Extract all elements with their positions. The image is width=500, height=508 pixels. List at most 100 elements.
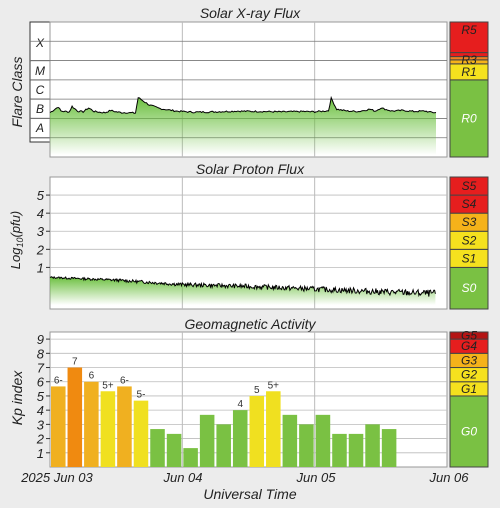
- kp-bar-0: [51, 386, 66, 467]
- kp-bar-10: [216, 424, 231, 467]
- kp-bar-13: [266, 391, 281, 467]
- kp-tick-label: 7: [37, 361, 45, 376]
- proton-ylabel: Log10(pfu): [8, 211, 25, 269]
- g0-label: G0: [461, 424, 477, 438]
- kp-plot-area: [49, 331, 448, 468]
- proton-gridlines: [50, 177, 447, 309]
- kp-tick-label: 6: [37, 375, 45, 390]
- s4-label: S4: [462, 197, 477, 211]
- proton-ylabel-unit: (pfu): [8, 211, 23, 238]
- s0-cell: [449, 266, 489, 310]
- kp-tick-label: 4: [37, 403, 44, 418]
- r-scale-label-3: R5: [461, 23, 477, 37]
- kp-title: Geomagnetic Activity: [185, 316, 317, 332]
- proton-tick-label: 3: [37, 224, 45, 239]
- proton-flux-line: [49, 275, 436, 298]
- kp-bar-12: [249, 395, 265, 467]
- kp-bar-4: [117, 386, 132, 467]
- g4-label: G4: [461, 339, 477, 353]
- proton-tick-label: 1: [37, 260, 44, 275]
- kp-bar-label-1: 7: [72, 357, 78, 368]
- kp-tick-label: 8: [37, 346, 45, 361]
- kp-bar-label-5: 5-: [137, 390, 146, 401]
- kp-bar-16: [315, 414, 331, 467]
- kp-bar-14: [282, 414, 298, 467]
- kp-tick-label: 3: [37, 417, 45, 432]
- x-tick-jun03: 2025 Jun 03: [20, 470, 93, 485]
- proton-y-ticks: 1 2 3 4 5: [36, 188, 50, 275]
- s5-label: S5: [462, 179, 477, 193]
- kp-bars: 6- 76 5+ 6- 5- 45 5+: [51, 357, 397, 467]
- x-axis: 2025 Jun 03 Jun 04 Jun 05 Jun 06 Univers…: [20, 470, 469, 502]
- xray-flux-line: [49, 95, 437, 114]
- x-tick-jun04: Jun 04: [162, 470, 202, 485]
- kp-bar-5: [133, 400, 149, 467]
- kp-bar-20: [381, 429, 397, 467]
- kp-tick-label: 9: [37, 332, 44, 347]
- r5-cell: [449, 21, 489, 54]
- r-scale-label-2: R3: [461, 53, 477, 67]
- kp-bar-label-11: 4: [237, 399, 243, 410]
- s0-label: S0: [462, 281, 477, 295]
- kp-bar-label-13: 5+: [268, 380, 280, 391]
- proton-ylabel-sub: 10: [15, 238, 25, 248]
- kp-bar-8: [183, 448, 198, 467]
- proton-flux-fill: [50, 276, 436, 305]
- xray-tick-c: C: [36, 83, 45, 97]
- xray-tick-m: M: [35, 64, 45, 78]
- g5-cell: [449, 331, 489, 340]
- s3-label: S3: [462, 215, 477, 229]
- r-scale-label-1: R1: [461, 65, 476, 79]
- g0-cell: [449, 395, 489, 468]
- kp-bar-label-0: 6-: [54, 375, 63, 386]
- proton-tick-label: 5: [37, 188, 45, 203]
- g1-label: G1: [461, 382, 477, 396]
- kp-bar-6: [150, 429, 165, 467]
- kp-bar-label-4: 6-: [120, 375, 129, 386]
- kp-bar-11: [232, 410, 248, 467]
- kp-tick-label: 2: [36, 432, 45, 447]
- r-scale-label-0: R0: [461, 111, 477, 125]
- kp-panel: Geomagnetic Activity Kp index 123456789 …: [9, 316, 489, 468]
- xray-tick-b: B: [36, 102, 44, 116]
- kp-bar-1: [67, 367, 83, 467]
- kp-tick-label: 1: [37, 446, 44, 461]
- kp-bar-label-2: 6: [89, 371, 95, 382]
- kp-bar-3: [100, 391, 116, 467]
- kp-tick-label: 5: [37, 389, 45, 404]
- g3-label: G3: [461, 353, 477, 367]
- s5-cell: [449, 176, 489, 196]
- xray-tick-a: A: [35, 121, 44, 135]
- g2-label: G2: [461, 368, 477, 382]
- proton-ylabel-main: Log: [8, 247, 23, 269]
- x-axis-label: Universal Time: [203, 486, 296, 502]
- xray-title: Solar X-ray Flux: [200, 5, 301, 21]
- kp-bar-17: [332, 433, 347, 467]
- kp-bar-19: [365, 424, 380, 467]
- g5-label: G5: [461, 329, 477, 343]
- s2-label: S2: [462, 233, 477, 247]
- proton-s-scale: S0 S1 S2 S3 S4 S5: [449, 176, 489, 310]
- kp-bar-18: [348, 433, 364, 467]
- kp-gridlines: [50, 332, 447, 467]
- xray-flux-fill: [50, 97, 436, 155]
- s1-label: S1: [462, 251, 477, 265]
- x-tick-jun05: Jun 05: [295, 470, 336, 485]
- kp-bar-label-3: 5+: [102, 380, 114, 391]
- kp-ylabel: Kp index: [9, 370, 25, 425]
- xray-ylabel: Flare Class: [9, 57, 25, 128]
- xray-panel: Solar X-ray Flux Flare Class X M C B A R…: [9, 5, 489, 158]
- kp-bar-15: [299, 424, 314, 467]
- r0-cell: [449, 79, 489, 158]
- proton-tick-label: 4: [37, 206, 44, 221]
- proton-tick-label: 2: [36, 242, 45, 257]
- kp-bar-label-12: 5: [254, 385, 260, 396]
- x-tick-jun06: Jun 06: [428, 470, 469, 485]
- proton-title: Solar Proton Flux: [196, 161, 305, 177]
- kp-bar-9: [199, 414, 215, 467]
